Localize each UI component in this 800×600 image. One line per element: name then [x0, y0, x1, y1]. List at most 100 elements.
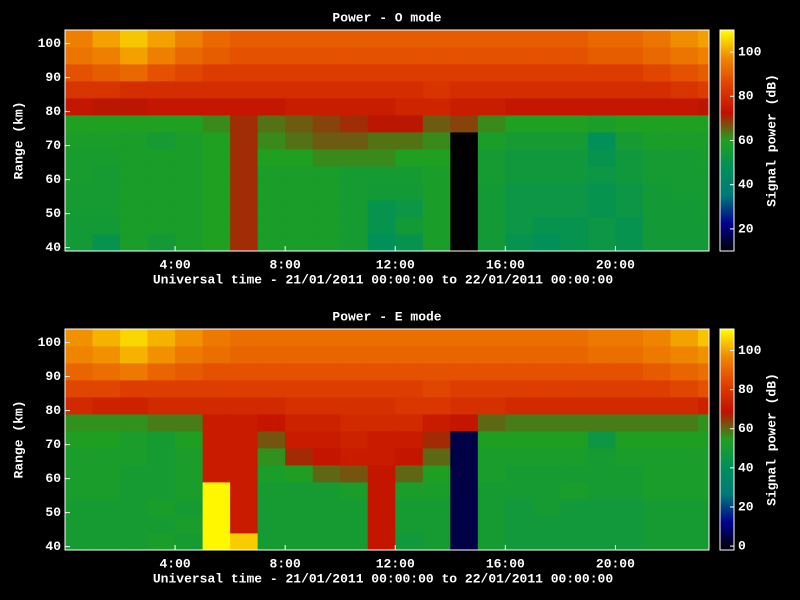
heatmap-cell [312, 431, 341, 449]
colorbar-tick-label: 100 [738, 343, 762, 358]
heatmap-cell [120, 448, 148, 466]
heatmap-cell [285, 533, 314, 551]
heatmap-cell [202, 448, 231, 466]
heatmap-cell [147, 482, 176, 500]
heatmap-cell [560, 431, 589, 449]
heatmap-cell [65, 499, 93, 517]
heatmap-cell [505, 183, 534, 201]
heatmap-cell [587, 414, 616, 432]
heatmap-cell [175, 363, 204, 381]
heatmap-cell [560, 397, 589, 415]
heatmap-cell [560, 234, 589, 252]
heatmap-cell [395, 482, 424, 500]
heatmap-cell [422, 200, 451, 218]
heatmap-cell [642, 30, 671, 48]
heatmap-cell [450, 149, 479, 167]
heatmap-cell [505, 234, 534, 252]
heatmap-cell [670, 30, 699, 48]
heatmap-cell [120, 183, 148, 201]
heatmap-cell [92, 533, 121, 551]
heatmap-cell [587, 47, 616, 65]
heatmap-cell [340, 431, 369, 449]
x-axis-label: Universal time - 21/01/2011 00:00:00 to … [153, 571, 613, 586]
heatmap-cell [257, 30, 286, 48]
heatmap-cell [367, 149, 396, 167]
heatmap-cell [367, 30, 396, 48]
heatmap-cell [147, 346, 176, 364]
heatmap-cell [92, 448, 121, 466]
heatmap-cell [367, 533, 396, 551]
x-tick-label: 20:00 [596, 556, 635, 571]
heatmap-cell [65, 217, 93, 235]
heatmap-cell [450, 64, 479, 82]
heatmap-cell [395, 363, 424, 381]
heatmap-cell [340, 132, 369, 150]
chart-title: Power - E mode [332, 309, 441, 324]
heatmap-cell [587, 200, 616, 218]
heatmap-cell [670, 166, 699, 184]
heatmap-cell [395, 448, 424, 466]
heatmap-cell [92, 217, 121, 235]
heatmap-cell [477, 183, 506, 201]
heatmap-cell [230, 448, 259, 466]
y-tick-label: 100 [38, 36, 62, 51]
heatmap-cell [532, 499, 561, 517]
heatmap-cell [147, 64, 176, 82]
heatmap-cell [202, 234, 231, 252]
heatmap-cell [477, 499, 506, 517]
heatmap-cell [560, 414, 589, 432]
heatmap-cell [642, 183, 671, 201]
heatmap-cell [560, 346, 589, 364]
heatmap-cell [395, 380, 424, 398]
heatmap-cell [120, 30, 148, 48]
heatmap-cell [202, 499, 231, 517]
heatmap-cell [367, 217, 396, 235]
heatmap-cell [175, 81, 204, 99]
heatmap-cell [202, 200, 231, 218]
heatmap-cell [312, 166, 341, 184]
heatmap-cell [450, 217, 479, 235]
heatmap-cell [587, 64, 616, 82]
heatmap-cell [615, 448, 644, 466]
heatmap-cell [477, 346, 506, 364]
colorbar-tick-label: 100 [738, 45, 762, 60]
heatmap-cell [587, 482, 616, 500]
heatmap-cell [202, 98, 231, 116]
heatmap-cell [587, 533, 616, 551]
heatmap-cell [367, 329, 396, 347]
heatmap-cell [175, 166, 204, 184]
heatmap-cell [395, 47, 424, 65]
heatmap-cell [670, 431, 699, 449]
heatmap-cell [65, 132, 93, 150]
heatmap-cell [65, 346, 93, 364]
heatmap-cell [395, 64, 424, 82]
heatmap-cell [697, 431, 710, 449]
heatmap-cell [257, 149, 286, 167]
heatmap-cell [422, 363, 451, 381]
heatmap-cell [422, 234, 451, 252]
heatmap-cell [615, 499, 644, 517]
heatmap-cell [477, 47, 506, 65]
heatmap-cell [285, 465, 314, 483]
heatmap-cell [450, 465, 479, 483]
heatmap-cell [367, 414, 396, 432]
heatmap-cell [422, 166, 451, 184]
heatmap-cell [587, 166, 616, 184]
heatmap-cell [532, 516, 561, 534]
heatmap-cell [505, 397, 534, 415]
heatmap-cell [395, 166, 424, 184]
heatmap-cell [285, 448, 314, 466]
heatmap-cell [312, 397, 341, 415]
heatmap-cell [560, 516, 589, 534]
heatmap-cell [92, 149, 121, 167]
heatmap-cell [450, 397, 479, 415]
heatmap-cell [505, 533, 534, 551]
heatmap-cell [175, 115, 204, 133]
heatmap-cell [670, 448, 699, 466]
heatmap-cell [257, 465, 286, 483]
heatmap-cell [312, 115, 341, 133]
heatmap-cell [395, 431, 424, 449]
heatmap-cell [395, 329, 424, 347]
heatmap-cell [257, 499, 286, 517]
heatmap-cell [615, 217, 644, 235]
